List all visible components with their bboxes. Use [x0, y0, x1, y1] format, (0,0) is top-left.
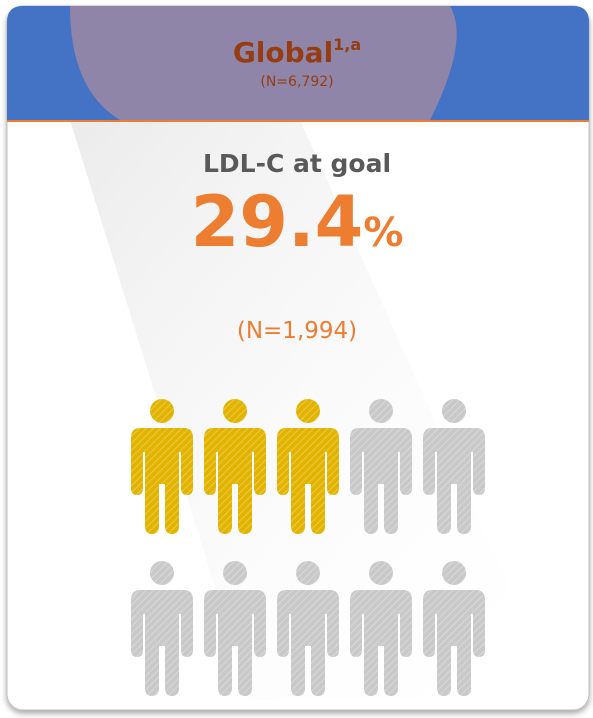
header-subtitle: (N=6,792): [260, 74, 333, 90]
icon-body: [277, 428, 339, 534]
person-icon: [423, 399, 485, 534]
pictogram: [131, 399, 485, 696]
icon-body: [423, 590, 485, 696]
icon-body: [350, 590, 412, 696]
icon-head: [150, 561, 174, 585]
metric-count: (N=1,994): [237, 318, 357, 344]
person-icon: [350, 561, 412, 696]
icon-head: [296, 399, 320, 423]
icon-body: [204, 428, 266, 534]
icon-head: [223, 561, 247, 585]
metric-unit: %: [363, 210, 403, 256]
person-icon: [423, 561, 485, 696]
icon-head: [369, 561, 393, 585]
icon-body: [204, 590, 266, 696]
icon-body: [350, 428, 412, 534]
icon-body: [423, 428, 485, 534]
metric-value: 29.4: [191, 181, 364, 263]
header-superscript: 1,a: [333, 35, 361, 54]
icon-head: [296, 561, 320, 585]
person-icon: [350, 399, 412, 534]
person-icon: [204, 561, 266, 696]
icon-head: [223, 399, 247, 423]
icon-body: [131, 428, 193, 534]
icon-head: [442, 561, 466, 585]
header-title-line: Global1,a: [233, 35, 361, 69]
icon-head: [442, 399, 466, 423]
metric-value-line: 29.4%: [191, 181, 404, 263]
icon-body: [277, 590, 339, 696]
person-icon: [277, 561, 339, 696]
icon-head: [369, 399, 393, 423]
person-icon-highlighted: [277, 399, 339, 534]
header-band: [7, 6, 589, 120]
person-icon-highlighted: [204, 399, 266, 534]
header-overlay: [70, 6, 457, 120]
icon-head: [150, 399, 174, 423]
icon-body: [131, 590, 193, 696]
person-icon-highlighted: [131, 399, 193, 534]
header-title: Global: [233, 36, 333, 69]
metric-label: LDL-C at goal: [203, 149, 391, 178]
person-icon: [131, 561, 193, 696]
